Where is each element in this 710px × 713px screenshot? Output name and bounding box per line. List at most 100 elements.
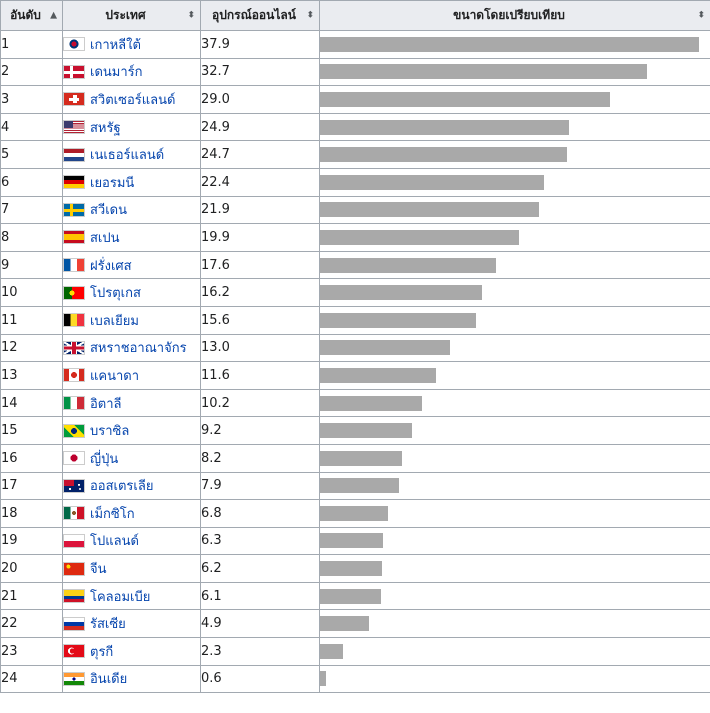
rank-cell: 15 [0,416,63,445]
turkey-flag[interactable] [63,644,85,659]
ranking-table: อันดับ ▲ ประเทศ ⬍ อุปกรณ์ออนไลน์ ⬍ ขนาดโ… [0,0,710,694]
table-row: 13 แคนาดา 11.6 [0,361,710,390]
size-bar-cell [319,443,710,473]
size-bar-cell [319,499,710,528]
country-link[interactable]: โปแลนด์ [90,534,139,550]
country-link[interactable]: เนเธอร์แลนด์ [90,148,165,164]
table-row: 7 สวีเดน 21.9 [0,195,710,225]
brazil-flag[interactable] [63,423,85,438]
japan-flag[interactable] [63,451,85,466]
poland-flag[interactable] [63,533,85,548]
table-row: 3 สวิตเซอร์แลนด์ 29.0 [0,85,710,114]
portugal-flag[interactable] [63,285,85,300]
country-link[interactable]: อิตาลี [90,396,122,412]
column-header-size[interactable]: ขนาดโดยเปรียบเทียบ ⬍ [319,0,710,31]
table-row: 17 ออสเตรเลีย 7.9 [0,471,710,501]
belgium-flag[interactable] [63,313,85,328]
sort-icon[interactable]: ⬍ [697,10,705,20]
australia-flag[interactable] [63,478,85,493]
country-link[interactable]: สวีเดน [90,203,128,219]
country-link[interactable]: ออสเตรเลีย [90,479,154,495]
canada-flag[interactable] [63,368,85,383]
sweden-flag[interactable] [63,202,85,217]
uk-flag[interactable] [63,340,85,355]
south-korea-flag[interactable] [63,37,85,52]
size-bar [320,91,610,107]
russia-flag[interactable] [63,616,85,631]
country-link[interactable]: สวิตเซอร์แลนด์ [90,92,176,108]
column-header-devices[interactable]: อุปกรณ์ออนไลน์ ⬍ [200,0,320,31]
country-cell: แคนาดา [62,361,201,390]
table-row: 2 เดนมาร์ก 32.7 [0,57,710,87]
germany-flag[interactable] [63,175,85,190]
country-link[interactable]: แคนาดา [90,368,140,384]
netherlands-flag[interactable] [63,147,85,162]
devices-value-cell: 21.9 [200,195,320,225]
country-link[interactable]: บราซิล [90,424,130,440]
country-link[interactable]: ฝรั่งเศส [90,258,132,274]
china-flag[interactable] [63,561,85,576]
country-link[interactable]: ตุรกี [90,644,114,660]
size-bar [320,119,569,135]
country-link[interactable]: ญี่ปุ่น [90,451,119,467]
country-cell: เยอรมนี [62,167,201,197]
table-row: 14 อิตาลี 10.2 [0,388,710,418]
rank-cell: 22 [0,609,63,639]
country-link[interactable]: เดนมาร์ก [90,65,143,81]
country-cell: ออสเตรเลีย [62,471,201,501]
devices-value-cell: 6.2 [200,554,320,583]
denmark-flag[interactable] [63,64,85,79]
country-link[interactable]: เกาหลีใต้ [90,37,141,53]
usa-flag[interactable] [63,120,85,135]
india-flag[interactable] [63,671,85,686]
france-flag[interactable] [63,258,85,273]
column-header-rank-label: อันดับ [10,8,41,22]
country-link[interactable]: สหรัฐ [90,120,121,136]
column-header-country[interactable]: ประเทศ ⬍ [62,0,201,31]
country-cell: สหราชอาณาจักร [62,333,201,363]
sort-icon[interactable]: ⬍ [306,10,314,20]
country-link[interactable]: โคลอมเบีย [90,589,151,605]
spain-flag[interactable] [63,230,85,245]
size-bar [320,533,383,549]
size-bar-cell [319,30,710,59]
sort-ascending-icon[interactable]: ▲ [50,10,57,20]
rank-cell: 21 [0,581,63,611]
country-cell: เม็กซิโก [62,499,201,528]
size-bar [320,340,450,356]
country-cell: สหรัฐ [62,112,201,142]
country-link[interactable]: สหราชอาณาจักร [90,341,187,357]
country-link[interactable]: เม็กซิโก [90,506,135,522]
column-header-rank[interactable]: อันดับ ▲ [0,0,63,31]
size-bar-cell [319,609,710,639]
sort-icon[interactable]: ⬍ [187,10,195,20]
size-bar [320,588,381,604]
mexico-flag[interactable] [63,506,85,521]
country-link[interactable]: รัสเซีย [90,617,126,633]
country-link[interactable]: อินเดีย [90,672,128,688]
table-row: 11 เบลเยียม 15.6 [0,305,710,335]
country-cell: สวิตเซอร์แลนด์ [62,85,201,114]
size-bar [320,616,369,632]
country-link[interactable]: โปรตุเกส [90,286,141,302]
colombia-flag[interactable] [63,589,85,604]
country-link[interactable]: เบลเยียม [90,313,139,329]
size-bar [320,202,539,218]
size-bar [320,643,343,659]
size-bar [320,450,402,466]
table-row: 24 อินเดีย 0.6 [0,664,710,694]
table-row: 1 เกาหลีใต้ 37.9 [0,30,710,59]
country-cell: บราซิล [62,416,201,445]
italy-flag[interactable] [63,396,85,411]
size-bar [320,64,647,80]
country-link[interactable]: เยอรมนี [90,175,135,191]
size-bar [320,423,412,439]
switzerland-flag[interactable] [63,92,85,107]
country-cell: อิตาลี [62,388,201,418]
country-link[interactable]: จีน [90,562,107,578]
country-cell: โคลอมเบีย [62,581,201,611]
devices-value-cell: 15.6 [200,305,320,335]
size-bar-cell [319,167,710,197]
table-row: 21 โคลอมเบีย 6.1 [0,581,710,611]
country-link[interactable]: สเปน [90,230,120,246]
